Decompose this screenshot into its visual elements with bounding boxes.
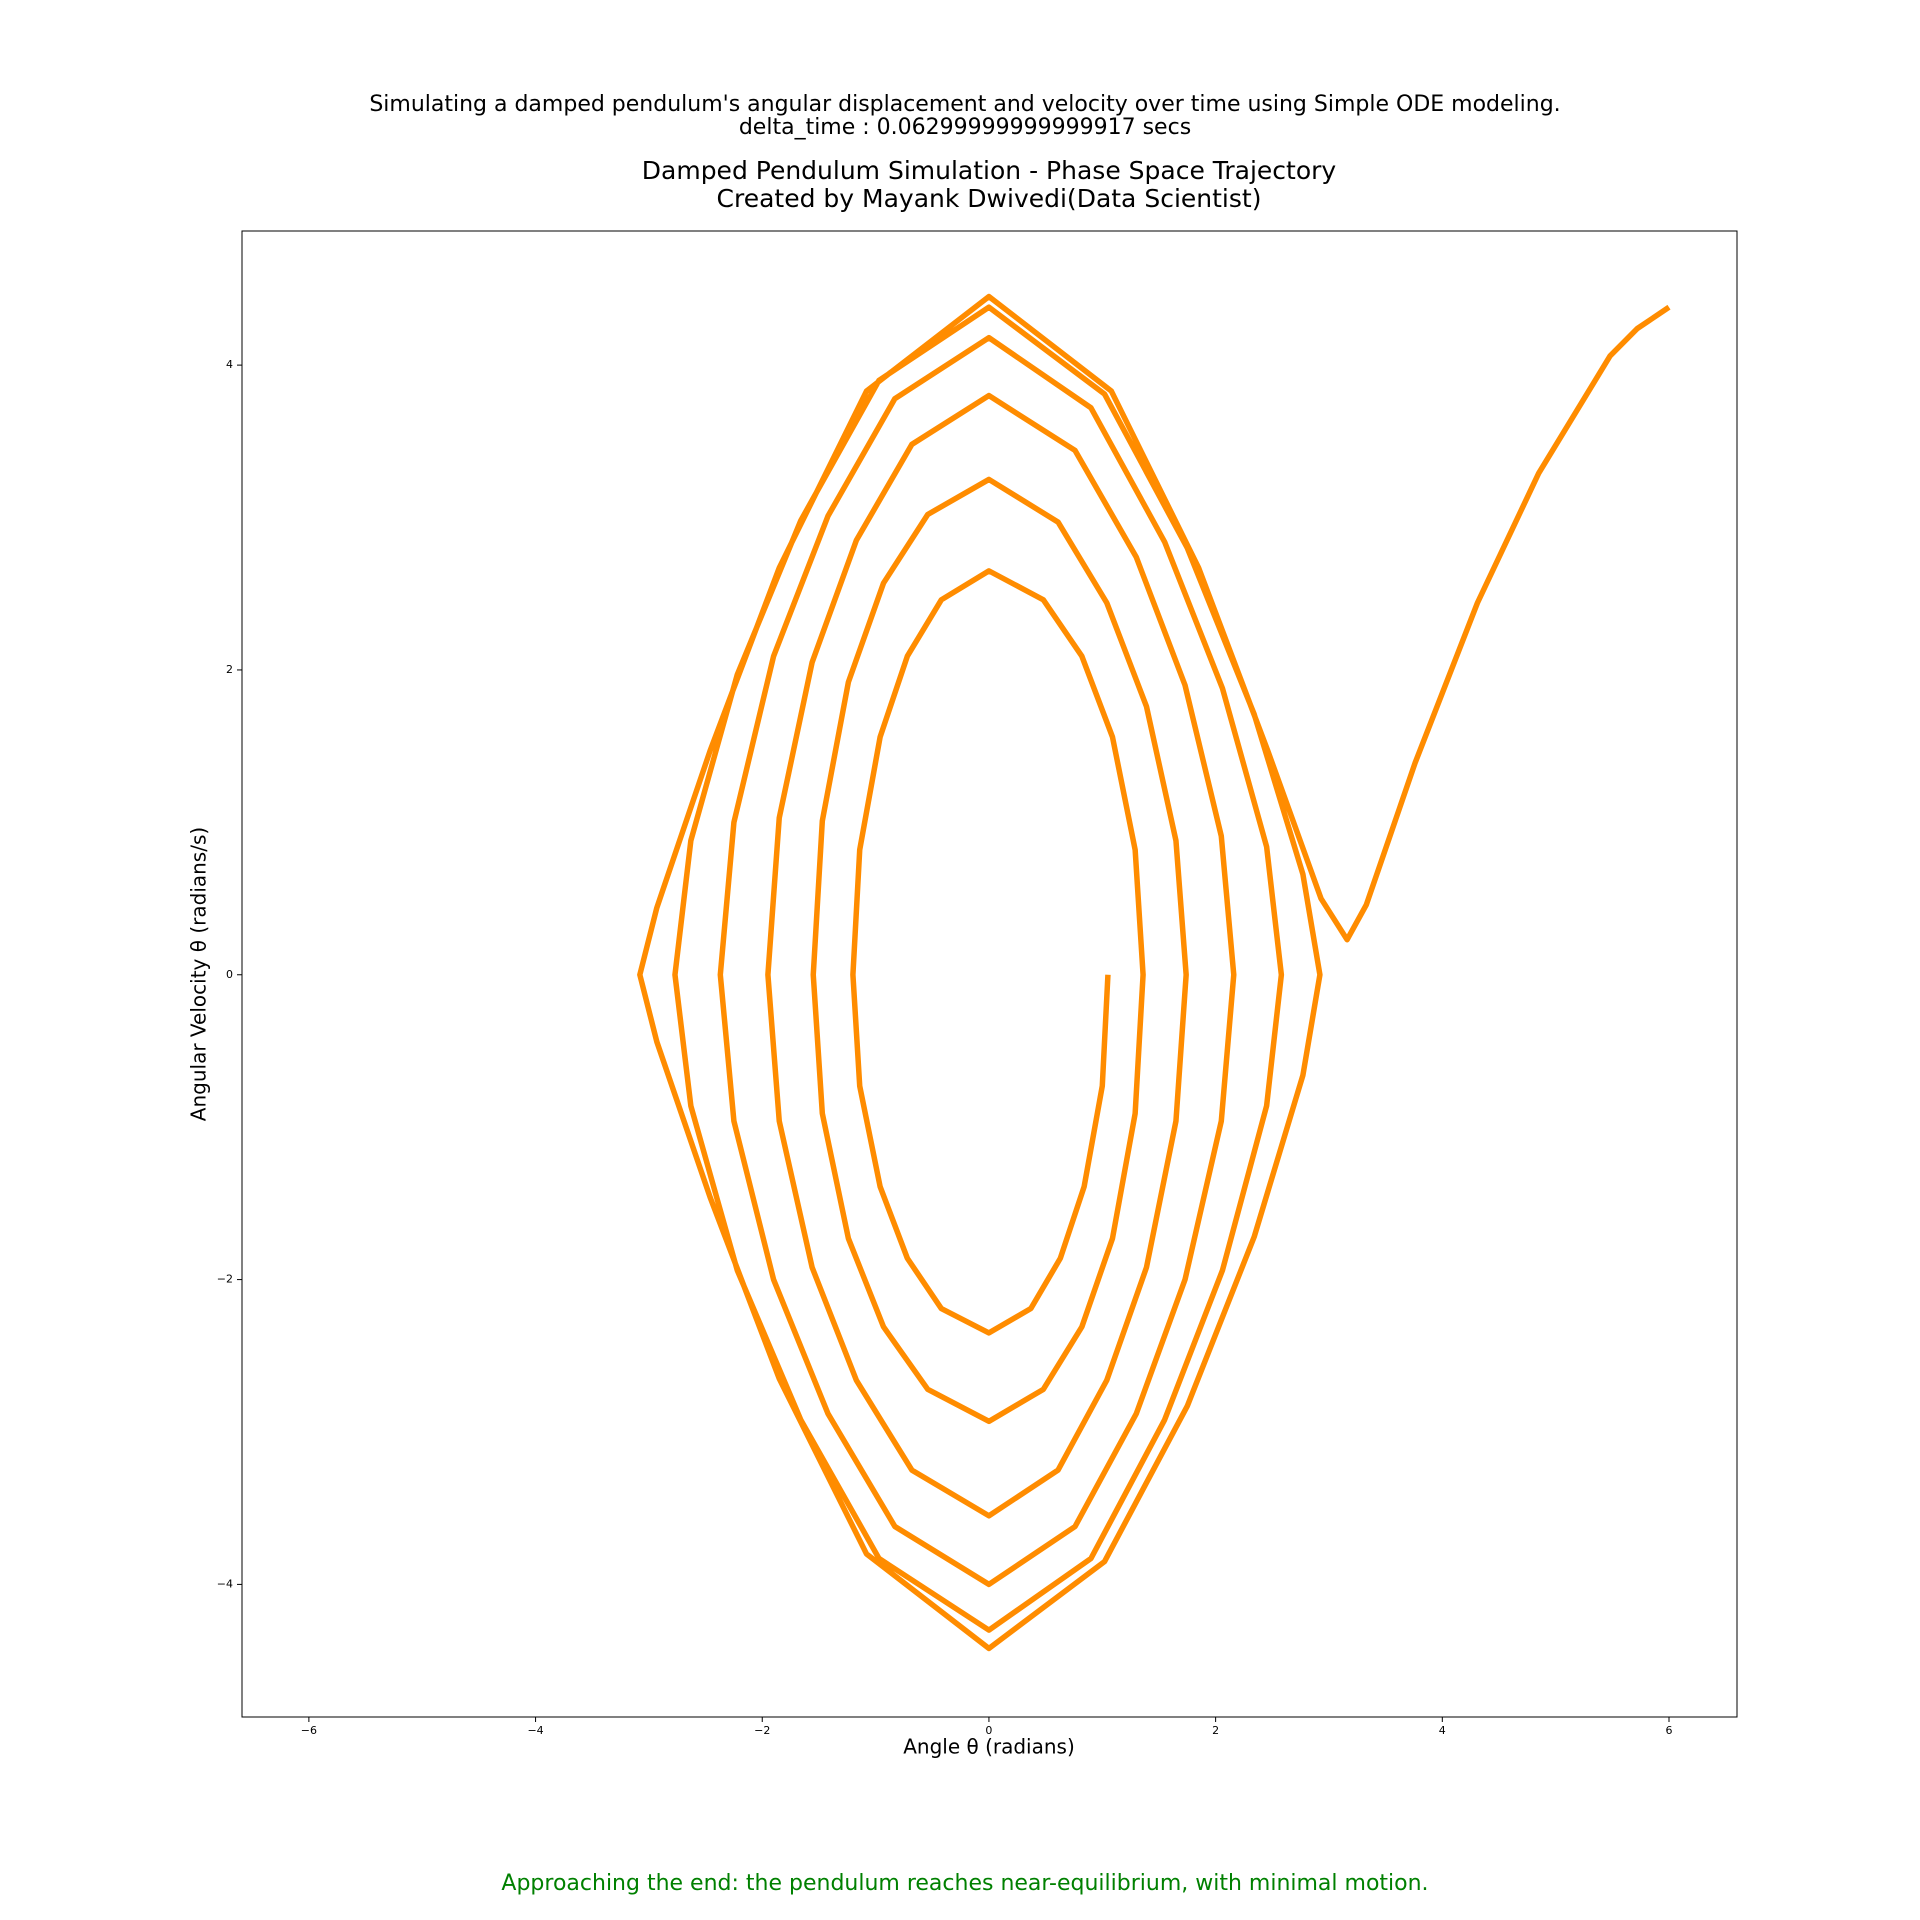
chart-title: Created by Mayank Dwivedi(Data Scientist… — [717, 184, 1262, 213]
x-tick-label: 4 — [1439, 1724, 1446, 1737]
plot-frame — [241, 230, 1738, 1718]
chart-title: Damped Pendulum Simulation - Phase Space… — [642, 156, 1337, 185]
x-axis-label: Angle θ (radians) — [903, 1735, 1075, 1759]
x-tick-label: −2 — [754, 1724, 770, 1737]
annotation: Approaching the end: the pendulum reache… — [501, 1871, 1428, 1896]
y-axis-label: Angular Velocity θ (radians/s) — [187, 827, 211, 1121]
x-tick-label: −6 — [301, 1724, 317, 1737]
x-tick-label: 6 — [1665, 1724, 1672, 1737]
y-tick-label: −4 — [217, 1577, 233, 1590]
y-tick-label: 0 — [226, 968, 233, 981]
x-tick-label: 0 — [985, 1724, 992, 1737]
x-tick-label: 2 — [1212, 1724, 1219, 1737]
y-tick-label: 4 — [226, 358, 233, 371]
y-tick-label: 2 — [226, 663, 233, 676]
suptitle: delta_time : 0.06299999999999917 secs — [739, 115, 1191, 140]
suptitle: Simulating a damped pendulum's angular d… — [369, 92, 1560, 117]
x-tick-label: −4 — [527, 1724, 543, 1737]
y-tick-label: −2 — [217, 1273, 233, 1286]
trajectory-line — [637, 293, 1671, 1652]
